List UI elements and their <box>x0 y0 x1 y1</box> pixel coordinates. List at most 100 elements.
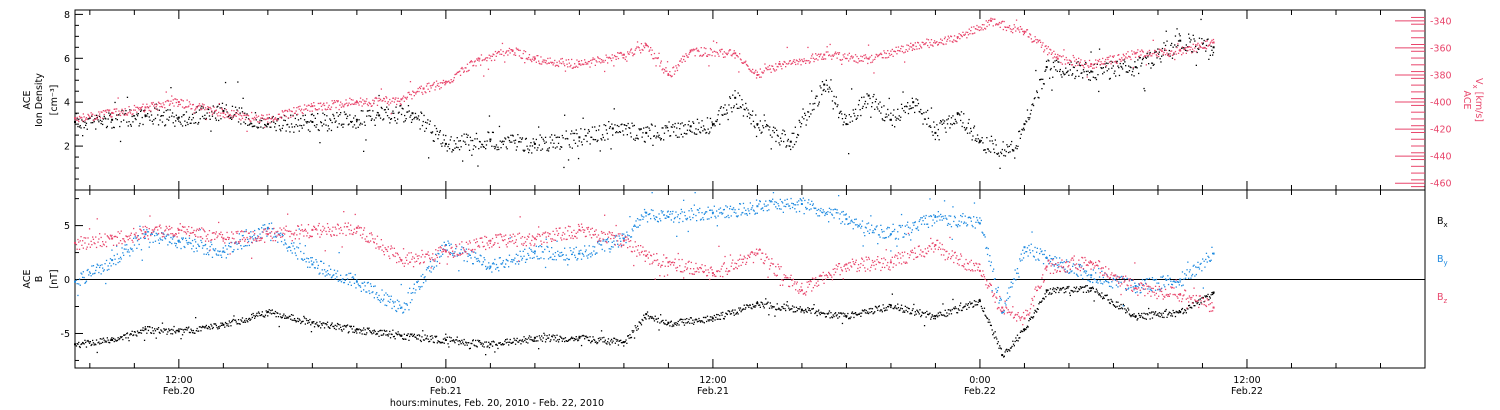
density-scatter-dot <box>487 131 489 133</box>
velocity-x-scatter-dot <box>488 54 490 56</box>
field-bx-scatter-dot <box>306 319 308 322</box>
density-scatter-dot <box>325 124 327 126</box>
field-bx-scatter-dot <box>1097 292 1099 294</box>
velocity-x-scatter-dot <box>1196 44 1198 46</box>
field-bx-scatter-dot <box>360 330 362 332</box>
field-bx-scatter-dot <box>612 340 614 342</box>
density-scatter-dot <box>797 134 800 136</box>
field-bx-scatter-dot <box>735 312 738 314</box>
field-by-point <box>144 233 147 236</box>
velocity-x-scatter-dot <box>552 64 554 66</box>
velocity-x-scatter-dot <box>287 110 289 113</box>
field-bx-scatter-dot <box>1045 296 1047 298</box>
density-scatter-dot <box>1040 78 1042 80</box>
density-scatter-dot <box>779 144 781 146</box>
density-scatter-dot <box>627 122 629 125</box>
density-scatter-dot <box>719 107 722 109</box>
velocity-x-scatter-dot <box>754 71 756 73</box>
velocity-x-scatter-dot <box>894 50 896 52</box>
field-bx-scatter-dot <box>332 325 334 328</box>
velocity-x-scatter-dot <box>566 63 568 65</box>
velocity-x-scatter-dot <box>785 66 787 68</box>
density-scatter-dot <box>585 135 587 137</box>
density-scatter-dot <box>125 110 127 112</box>
velocity-x-scatter-dot <box>863 54 865 57</box>
field-bx-scatter-dot <box>309 318 311 321</box>
velocity-x-scatter-dot <box>544 62 547 64</box>
velocity-x-scatter-dot <box>95 117 98 119</box>
velocity-x-scatter-dot <box>443 81 445 84</box>
field-bx-scatter-dot <box>987 321 989 323</box>
field-bx-scatter-dot <box>705 316 707 319</box>
field-bx-scatter-dot <box>1144 313 1147 315</box>
density-scatter-dot <box>780 140 782 142</box>
velocity-x-scatter-dot <box>528 56 530 59</box>
velocity-x-scatter-dot <box>520 57 522 59</box>
velocity-x-scatter-dot <box>366 103 369 105</box>
field-bx-scatter-dot <box>1116 305 1118 308</box>
velocity-tick-label: -340 <box>1430 16 1452 27</box>
field-bx-scatter-dot <box>483 346 485 348</box>
velocity-x-scatter-dot <box>1210 41 1212 43</box>
velocity-x-scatter-dot <box>83 116 85 118</box>
field-bx-scatter-dot <box>856 314 858 316</box>
density-scatter-dot <box>867 103 869 105</box>
field-bx-scatter-dot <box>914 314 916 316</box>
field-bx-scatter-dot <box>418 334 420 336</box>
velocity-x-scatter-dot <box>585 63 587 65</box>
density-scatter-dot <box>277 118 279 120</box>
velocity-x-scatter-dot <box>974 28 977 30</box>
velocity-x-scatter-dot <box>487 68 490 70</box>
density-scatter-dot <box>358 119 360 121</box>
velocity-x-scatter-dot <box>699 55 701 57</box>
field-bx-scatter-dot <box>263 316 265 318</box>
field-bx-scatter-dot <box>209 328 211 330</box>
field-bx-scatter-dot <box>627 335 629 337</box>
density-scatter-dot <box>297 125 299 127</box>
velocity-x-scatter-dot <box>264 126 266 129</box>
velocity-x-scatter-dot <box>1082 65 1084 67</box>
field-by-scatter-dot <box>176 246 178 249</box>
field-bx-scatter-dot <box>313 326 316 328</box>
field-bx-scatter-dot <box>937 312 939 314</box>
field-bx-scatter-dot <box>981 307 983 310</box>
field-bx-scatter-dot <box>530 336 532 338</box>
density-scatter-dot <box>727 118 729 121</box>
field-bx-point <box>533 336 536 339</box>
density-scatter-dot <box>557 142 560 144</box>
field-bx-scatter-dot <box>916 309 918 311</box>
density-scatter-dot <box>95 114 98 116</box>
velocity-x-scatter-dot <box>824 58 827 60</box>
density-scatter-dot <box>703 128 705 130</box>
field-bx-scatter-dot <box>532 340 534 342</box>
field-bx-scatter-dot <box>117 337 119 339</box>
field-by-scatter-dot <box>254 229 256 232</box>
field-by-scatter-dot <box>189 242 191 244</box>
velocity-x-scatter-dot <box>811 55 813 57</box>
density-scatter-dot <box>369 115 372 117</box>
field-bx-scatter-dot <box>813 304 815 306</box>
velocity-x-scatter-dot <box>1050 53 1053 55</box>
field-bx-scatter-dot <box>957 308 959 310</box>
field-bx-scatter-dot <box>492 340 494 342</box>
velocity-x-scatter-dot <box>364 102 366 104</box>
density-tick-label: 2 <box>64 142 70 153</box>
velocity-x-scatter-dot <box>1081 64 1083 66</box>
velocity-x-scatter-dot <box>118 110 120 112</box>
field-bx-scatter-dot <box>623 345 625 347</box>
field-by-scatter-dot <box>78 278 81 280</box>
density-scatter-dot <box>859 109 861 111</box>
density-scatter-dot <box>242 97 244 99</box>
field-by-scatter-dot <box>232 251 234 253</box>
field-bx-point <box>444 339 447 341</box>
velocity-x-scatter-dot <box>726 53 728 55</box>
velocity-x-scatter-dot <box>1083 67 1085 69</box>
field-bx-scatter-dot <box>508 344 510 346</box>
field-bx-scatter-dot <box>195 330 197 332</box>
density-scatter-dot <box>1149 51 1151 54</box>
velocity-x-scatter-dot <box>789 60 791 62</box>
density-scatter-dot <box>83 127 85 129</box>
field-bx-scatter-dot <box>681 321 683 323</box>
density-scatter-dot <box>495 146 497 148</box>
velocity-x-scatter-dot <box>76 116 78 119</box>
